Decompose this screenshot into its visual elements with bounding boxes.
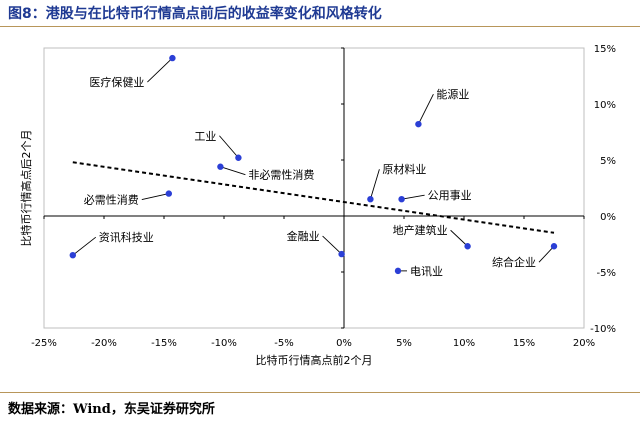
x-tick-label: 15% — [513, 338, 535, 349]
x-tick-label: -10% — [211, 338, 237, 349]
x-tick-label: 20% — [573, 338, 595, 349]
x-tick-label: 10% — [453, 338, 475, 349]
data-point — [235, 154, 242, 161]
figure-title: 图8：港股与在比特币行情高点前后的收益率变化和风格转化 — [8, 6, 382, 22]
data-point — [217, 163, 224, 170]
data-label: 非必需性消费 — [248, 168, 314, 182]
data-label: 原材料业 — [382, 162, 426, 176]
leader-line — [220, 166, 246, 176]
x-tick-label: 5% — [396, 338, 412, 349]
x-tick-label: -20% — [91, 338, 117, 349]
data-label: 综合企业 — [492, 255, 536, 269]
data-point — [169, 54, 176, 62]
y-tick-label: 15% — [594, 44, 616, 55]
leader-line — [450, 229, 468, 247]
data-point — [69, 252, 77, 259]
y-axis-label: 比特币行情高点后2个月 — [19, 130, 33, 247]
y-tick-label: -10% — [590, 324, 616, 335]
data-label: 公用事业 — [428, 189, 472, 202]
x-tick-label: 0% — [336, 338, 352, 349]
plot-frame — [43, 47, 585, 329]
y-tick-label: 10% — [594, 100, 616, 111]
y-tick-label: -5% — [597, 268, 616, 279]
data-label: 资讯科技业 — [99, 230, 154, 244]
data-label: 医疗保健业 — [89, 75, 144, 89]
leader-line — [369, 169, 380, 200]
leader-line — [401, 194, 425, 200]
data-label: 电讯业 — [410, 265, 443, 278]
data-label: 工业 — [194, 130, 216, 143]
data-point — [367, 196, 374, 203]
x-tick-label: -5% — [274, 338, 293, 349]
leader-line — [538, 245, 555, 263]
source-note: 数据来源：Wind，东吴证券研究所 — [8, 402, 215, 417]
leader-lines-group — [72, 57, 555, 272]
data-point — [415, 120, 422, 128]
x-tick-label: -15% — [151, 338, 177, 349]
data-point — [398, 196, 405, 203]
data-point — [550, 243, 558, 250]
leader-line — [147, 57, 173, 83]
x-axis-label: 比特币行情高点前2个月 — [256, 353, 373, 367]
leader-line — [141, 193, 169, 201]
title-rule — [0, 26, 640, 27]
data-label: 能源业 — [436, 87, 469, 101]
source-rule — [0, 392, 640, 393]
data-point — [394, 267, 402, 275]
leader-line — [322, 235, 342, 255]
leader-line — [219, 135, 239, 159]
data-label: 地产建筑业 — [393, 223, 448, 237]
leader-line — [72, 236, 97, 256]
leader-line — [417, 93, 434, 125]
y-tick-label: 0% — [600, 212, 616, 223]
data-point — [165, 190, 172, 197]
data-points-group — [69, 54, 558, 275]
x-tick-label: -25% — [31, 338, 57, 349]
tick-labels-group: -25% -20% -15% -10% -5% 0% 5% 10% 15% 20% 15% 10% 5%… — [31, 44, 616, 349]
y-tick-label: 5% — [600, 156, 616, 167]
axes-group — [43, 47, 585, 329]
data-point — [464, 243, 471, 250]
data-label: 必需性消费 — [84, 193, 139, 207]
data-point — [338, 250, 345, 258]
data-label: 金融业 — [287, 229, 320, 243]
